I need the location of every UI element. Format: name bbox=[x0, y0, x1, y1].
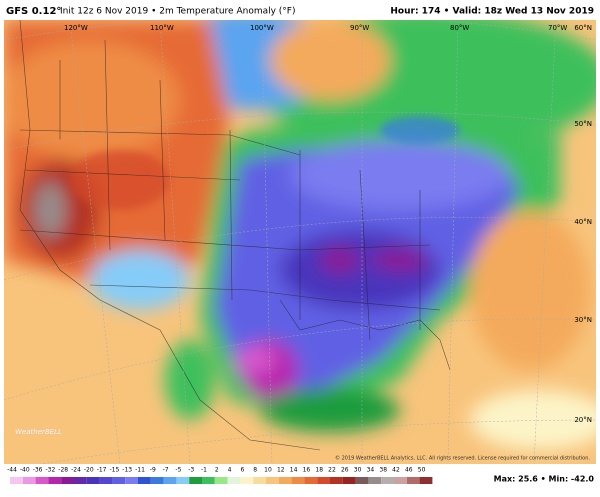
colorbar-swatch bbox=[202, 477, 215, 484]
colorbar-swatch bbox=[10, 477, 23, 484]
colorbar-swatch bbox=[61, 477, 74, 484]
colorbar-swatch bbox=[419, 477, 433, 484]
colorbar-label: -5 bbox=[175, 467, 181, 474]
logo: WeatherBELL bbox=[15, 428, 62, 436]
colorbar-label: 22 bbox=[328, 467, 336, 474]
colorbar-label: 14 bbox=[290, 467, 298, 474]
colorbar-swatch bbox=[278, 477, 292, 484]
colorbar-label: 46 bbox=[405, 467, 413, 474]
colorbar-swatch bbox=[48, 477, 62, 484]
max-min: Max: 25.6 • Min: -42.0 bbox=[494, 475, 595, 484]
colorbar-swatch bbox=[240, 477, 254, 484]
model: GFS 0.12° bbox=[6, 6, 61, 17]
colorbar-label: 26 bbox=[341, 467, 349, 474]
valid: Hour: 174 • Valid: 18z Wed 13 Nov 2019 bbox=[390, 7, 594, 17]
colorbar-label: -24 bbox=[71, 467, 81, 474]
colorbar-label: -32 bbox=[45, 467, 55, 474]
lat-label: 20°N bbox=[574, 416, 592, 424]
colorbar-label: -11 bbox=[135, 467, 145, 474]
colorbar-label: 30 bbox=[354, 467, 362, 474]
colorbar-swatch bbox=[138, 477, 151, 484]
lon-label: 120°W bbox=[64, 24, 88, 32]
colorbar-label: -15 bbox=[109, 467, 119, 474]
colorbar-swatch bbox=[227, 477, 241, 484]
colorbar-swatch bbox=[86, 477, 100, 484]
colorbar-label: -20 bbox=[84, 467, 94, 474]
colorbar-swatch bbox=[406, 477, 420, 484]
colorbar-label: 38 bbox=[379, 467, 387, 474]
lat-label: 30°N bbox=[574, 316, 592, 324]
colorbar-swatch bbox=[74, 477, 87, 484]
colorbar-label: 16 bbox=[303, 467, 311, 474]
colorbar-swatch bbox=[368, 477, 382, 484]
colorbar-swatch bbox=[35, 477, 49, 484]
colorbar-swatch bbox=[189, 477, 202, 484]
colorbar-swatch bbox=[355, 477, 369, 484]
colorbar-label: -13 bbox=[122, 467, 132, 474]
colorbar-swatch bbox=[304, 477, 318, 484]
colorbar-label: 10 bbox=[264, 467, 272, 474]
colorbar-swatch bbox=[330, 477, 343, 484]
colorbar-swatch bbox=[163, 477, 177, 484]
colorbar-swatch bbox=[394, 477, 407, 484]
lat-label: 60°N bbox=[574, 24, 592, 32]
colorbar-label: 42 bbox=[392, 467, 400, 474]
lat-label: 40°N bbox=[574, 218, 592, 226]
colorbar-label: -9 bbox=[150, 467, 156, 474]
colorbar-label: -44 bbox=[7, 467, 17, 474]
colorbar-label: 8 bbox=[253, 467, 257, 474]
colorbar-swatch bbox=[22, 477, 36, 484]
colorbar-swatch bbox=[112, 477, 126, 484]
colorbar-label: -36 bbox=[33, 467, 43, 474]
colorbar-label: -40 bbox=[20, 467, 30, 474]
colorbar-swatch bbox=[342, 477, 356, 484]
colorbar-swatch bbox=[176, 477, 190, 484]
colorbar-label: 12 bbox=[277, 467, 285, 474]
map-field bbox=[4, 20, 596, 464]
colorbar-swatch bbox=[125, 477, 138, 484]
lon-label: 100°W bbox=[250, 24, 274, 32]
lon-label: 90°W bbox=[350, 24, 369, 32]
colorbar-label: -28 bbox=[58, 467, 68, 474]
colorbar-label: 6 bbox=[240, 467, 244, 474]
colorbar-label: -1 bbox=[201, 467, 207, 474]
colorbar-swatch bbox=[253, 477, 266, 484]
colorbar-label: 50 bbox=[418, 467, 426, 474]
colorbar-label: -3 bbox=[188, 467, 194, 474]
colorbar-swatch bbox=[266, 477, 279, 484]
colorbar: -44 -40 -36 -32 -28 -24 -20 -17 -15 -13 -11 -9 -7 -5-… bbox=[7, 467, 433, 484]
colorbar-swatch bbox=[381, 477, 394, 484]
lat-label: 50°N bbox=[574, 120, 592, 128]
colorbar-swatch bbox=[291, 477, 305, 484]
colorbar-swatch bbox=[317, 477, 330, 484]
copyright: © 2019 WeatherBELL Analytics, LLC. All r… bbox=[335, 455, 590, 462]
colorbar-swatch bbox=[99, 477, 113, 484]
colorbar-label: 34 bbox=[367, 467, 375, 474]
colorbar-swatch bbox=[150, 477, 164, 484]
colorbar-label: -7 bbox=[163, 467, 169, 474]
lon-label: 70°W bbox=[548, 24, 567, 32]
colorbar-label: -17 bbox=[97, 467, 107, 474]
init: Init 12z 6 Nov 2019 • 2m Temperature Ano… bbox=[60, 7, 296, 17]
colorbar-swatch bbox=[214, 477, 228, 484]
colorbar-label: 2 bbox=[215, 467, 219, 474]
lon-label: 110°W bbox=[150, 24, 174, 32]
lon-label: 80°W bbox=[450, 24, 469, 32]
colorbar-label: 18 bbox=[315, 467, 323, 474]
colorbar-label: 4 bbox=[228, 467, 232, 474]
header-bg bbox=[0, 0, 600, 20]
